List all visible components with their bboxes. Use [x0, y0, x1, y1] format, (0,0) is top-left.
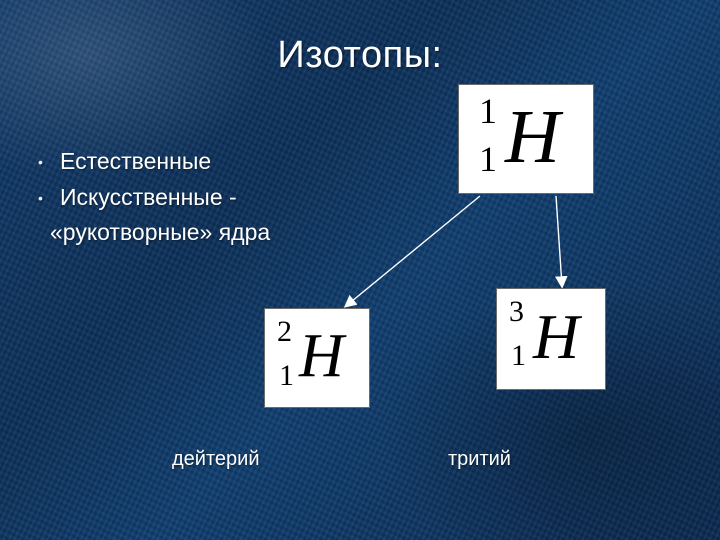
isotope-box-deuterium: 2 1 H: [264, 308, 370, 408]
isotope-box-protium: 1 1 H: [458, 84, 594, 194]
bullet-list: Естественные Искусственные - «рукотворны…: [38, 144, 270, 251]
caption-tritium: тритий: [448, 448, 511, 471]
bullet-continuation: «рукотворные» ядра: [38, 215, 270, 251]
diagram-arrows: [0, 0, 720, 540]
element-symbol: H: [533, 305, 579, 369]
mass-number: 2: [277, 317, 292, 347]
atomic-number: 1: [511, 341, 526, 371]
bullet-item: Естественные: [38, 144, 270, 180]
bullet-item: Искусственные -: [38, 180, 270, 216]
isotope-box-tritium: 3 1 H: [496, 288, 606, 390]
page-title: Изотопы:: [0, 34, 720, 77]
atomic-number: 1: [479, 141, 497, 177]
arrow-to-deuterium: [346, 196, 480, 306]
mass-number: 3: [509, 297, 524, 327]
element-symbol: H: [505, 99, 560, 175]
arrow-to-tritium: [556, 196, 562, 286]
mass-number: 1: [479, 93, 497, 129]
element-symbol: H: [299, 325, 344, 387]
caption-deuterium: дейтерий: [172, 448, 260, 471]
atomic-number: 1: [279, 361, 294, 391]
